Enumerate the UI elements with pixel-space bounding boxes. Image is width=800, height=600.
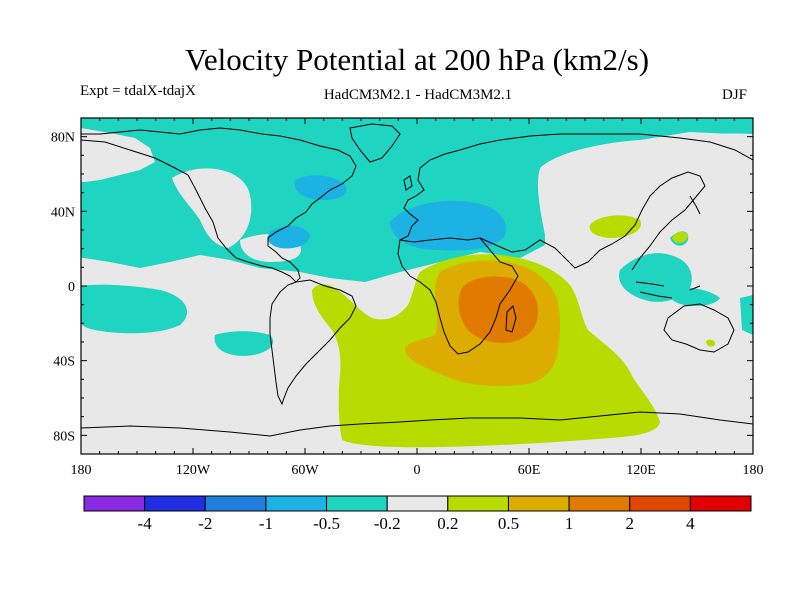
lon-label: 120E	[626, 463, 656, 478]
field-shading	[81, 118, 753, 454]
contour-pos-australia-east	[706, 339, 716, 347]
coastlines	[81, 123, 753, 437]
contour-neg-tropical-pacific-west	[81, 284, 188, 334]
europe-asia-coast	[399, 133, 753, 241]
colorbar-label: 2	[625, 514, 634, 533]
colorbar-swatch	[326, 495, 388, 512]
colorbar-label: -4	[138, 514, 153, 533]
colorbar-swatch	[629, 495, 691, 512]
lon-label: 120W	[176, 463, 211, 478]
colorbar-swatch	[386, 495, 449, 512]
indonesia-coast	[635, 281, 701, 299]
neutral-north-east-asia	[537, 133, 753, 286]
uk-coast	[403, 175, 413, 191]
contour-neg-indonesia-south	[668, 287, 720, 306]
colorbar	[83, 495, 752, 512]
colorbar-label: 4	[686, 514, 695, 533]
colorbar-swatch	[144, 495, 206, 512]
colorbar-swatch	[507, 495, 570, 512]
model-label: HadCM3M2.1 - HadCM3M2.1	[323, 87, 513, 103]
colorbar-label: -1	[259, 514, 273, 533]
colorbar-swatch	[265, 495, 328, 512]
colorbar-label: -0.2	[374, 514, 401, 533]
australia-coast	[663, 303, 735, 353]
lat-label: 40S	[53, 355, 75, 370]
lon-label: 180	[71, 463, 92, 478]
africa-coast	[397, 237, 519, 355]
colorbar-swatch	[83, 495, 146, 512]
colorbar-swatch	[689, 495, 752, 512]
lon-label: 180	[743, 463, 764, 478]
antarctica-coast	[81, 411, 753, 437]
lon-label: 0	[414, 463, 421, 478]
contour-neg-far-east-pacific	[740, 295, 753, 335]
lon-label: 60W	[291, 463, 319, 478]
lat-label: 0	[68, 280, 75, 295]
south-america-coast	[269, 279, 357, 406]
colorbar-label: -0.5	[313, 514, 340, 533]
colorbar-labels: -4 -2 -1 -0.5 -0.2 0.2 0.5 1 2 4	[138, 514, 696, 533]
axis-labels: 80N 40N 0 40S 80S 180 120W 60W 0 60E 120E 180	[51, 131, 764, 478]
map-title: Velocity Potential at 200 hPa (km2/s)	[184, 42, 650, 77]
contour-neg-north-america-core	[294, 175, 347, 200]
colorbar-label: 1	[565, 514, 574, 533]
colorbar-label: -2	[198, 514, 212, 533]
japan-coast	[689, 195, 701, 215]
madagascar-coast	[505, 305, 517, 333]
colorbar-swatch	[568, 495, 631, 512]
asia-south-coast	[479, 171, 706, 271]
axis-ticks	[80, 117, 754, 455]
experiment-label: Expt = tdalX-tdajX	[80, 83, 196, 99]
neutral-alaska-patch	[172, 168, 252, 248]
greenland-coast	[349, 123, 401, 163]
colorbar-label: 0.5	[498, 514, 519, 533]
lat-label: 40N	[51, 205, 75, 220]
colorbar-swatch	[204, 495, 267, 512]
lat-label: 80N	[51, 131, 75, 146]
lon-label: 60E	[518, 463, 541, 478]
north-america-coast	[81, 127, 357, 283]
contour-pos-southeast-asia	[672, 231, 688, 244]
contour-neg-west-atlantic-core	[267, 225, 310, 249]
colorbar-swatch	[447, 495, 509, 512]
colorbar-label: 0.2	[437, 514, 458, 533]
season-label: DJF	[722, 87, 748, 103]
lat-label: 80S	[53, 429, 75, 444]
contour-neg-south-america-coast	[214, 331, 274, 356]
